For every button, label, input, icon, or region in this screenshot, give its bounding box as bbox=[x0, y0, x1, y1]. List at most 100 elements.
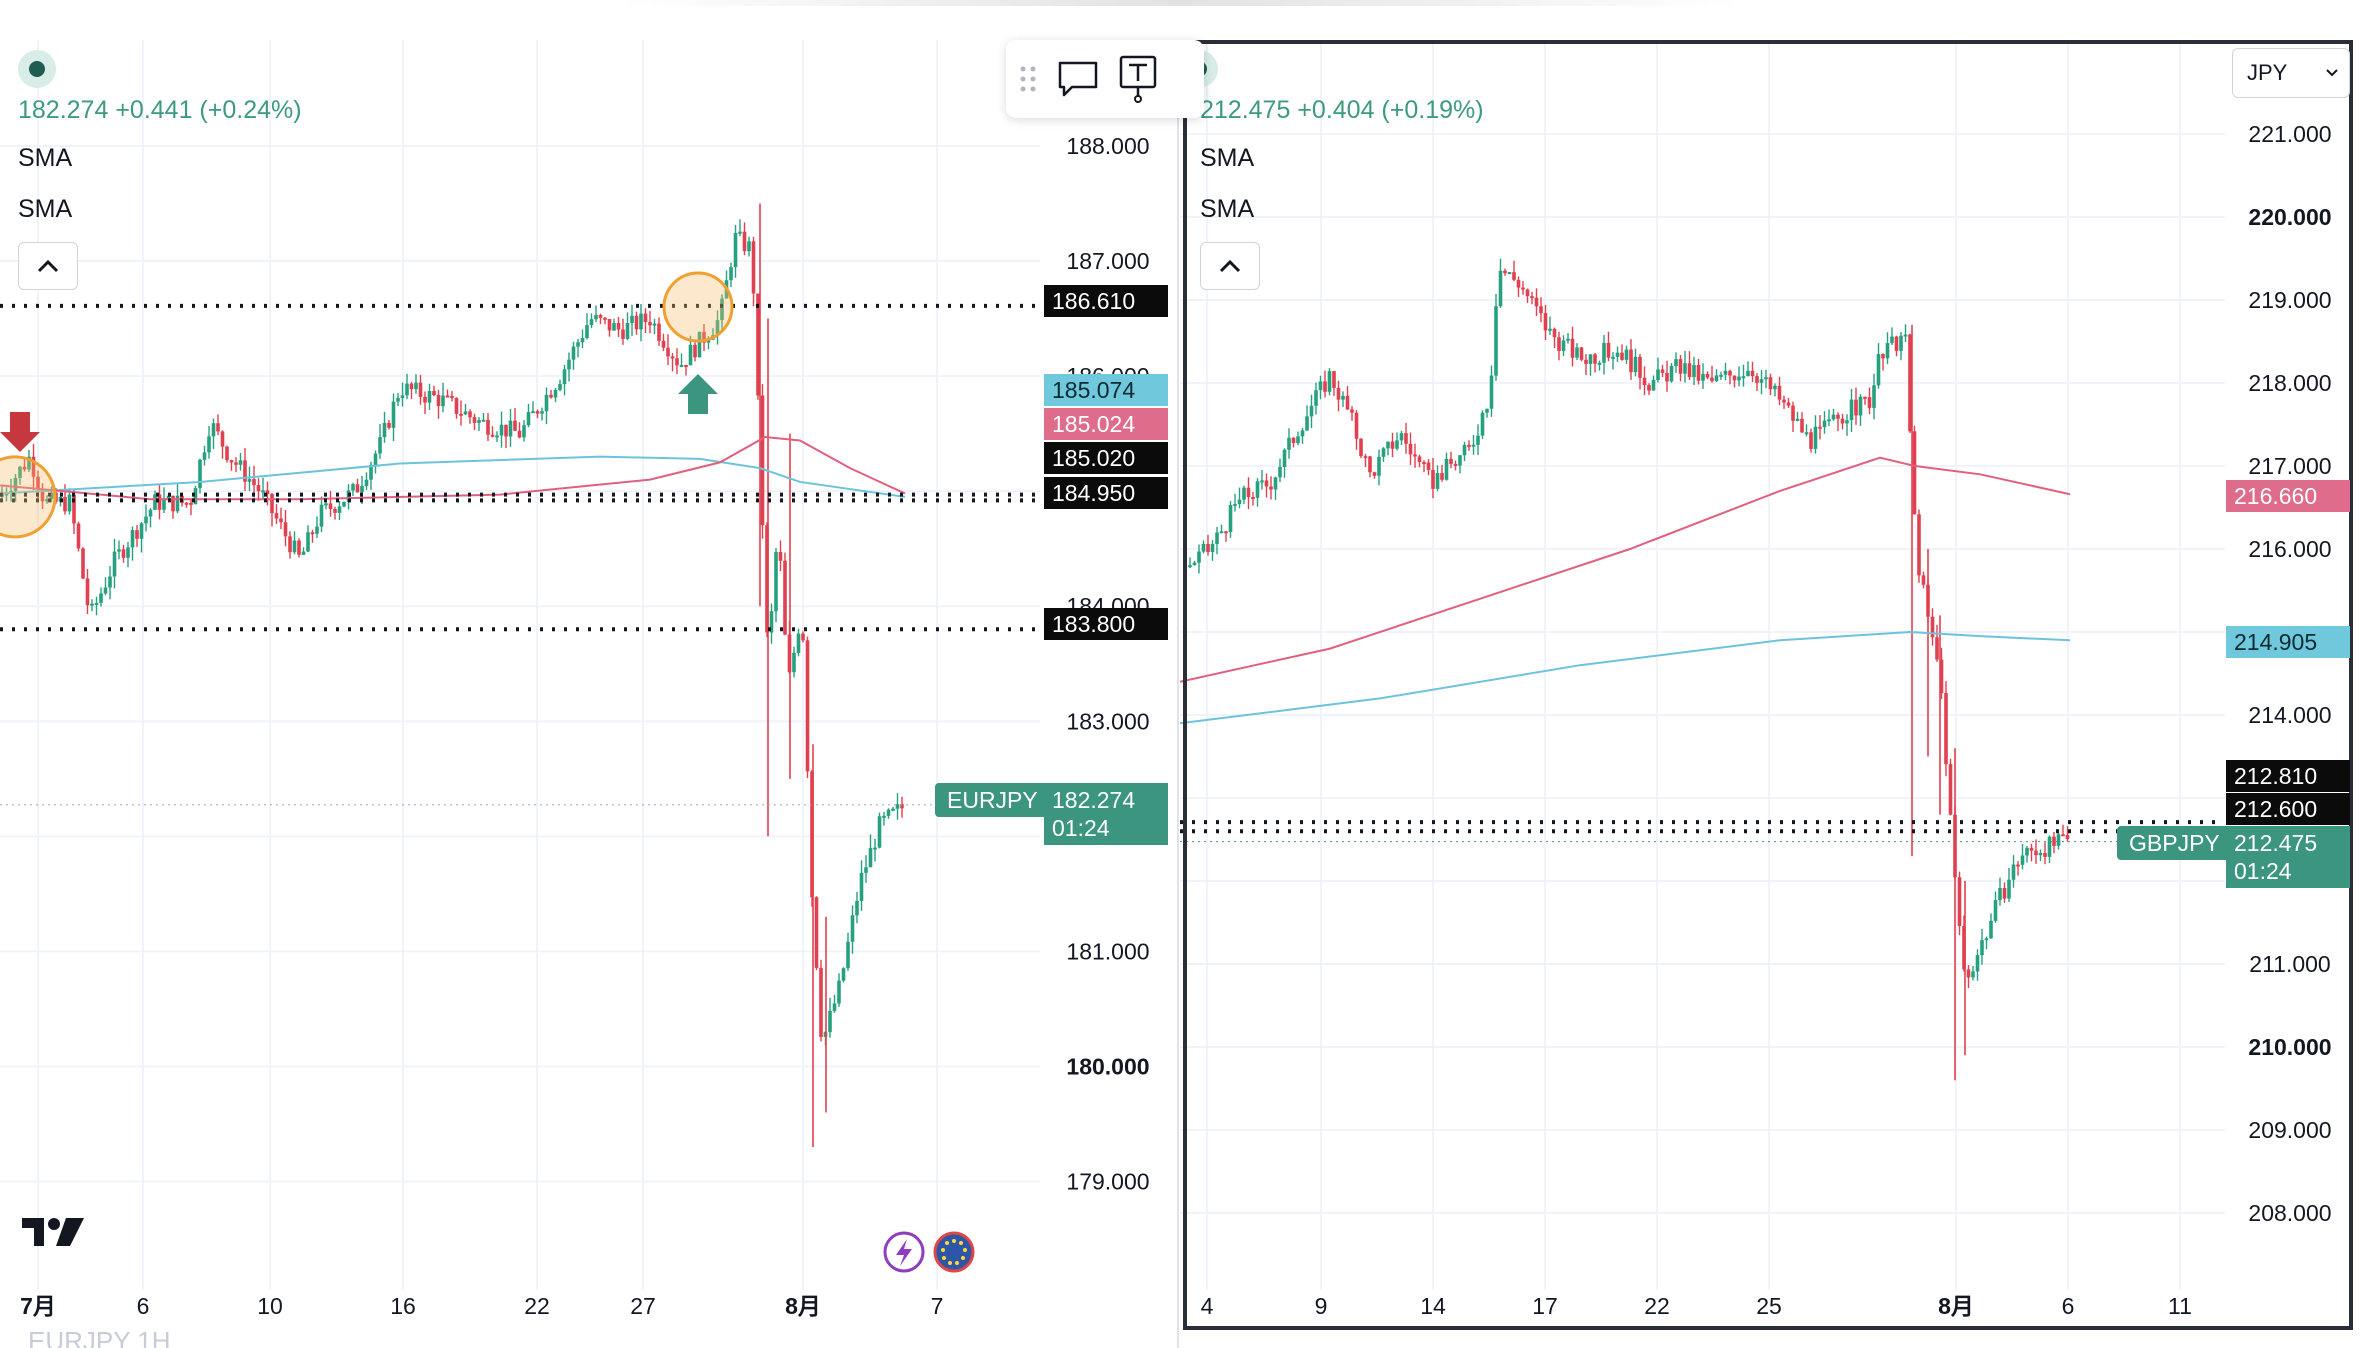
x-tick-label: 25 bbox=[1756, 1293, 1782, 1319]
candle bbox=[657, 317, 661, 347]
y-tick-label: 210.000 bbox=[2248, 1034, 2331, 1060]
candle bbox=[400, 382, 405, 407]
lightning-icon[interactable] bbox=[882, 1230, 926, 1274]
collapse-indicators-button[interactable] bbox=[18, 242, 78, 290]
sma-slow-line[interactable] bbox=[1180, 630, 2071, 725]
candle bbox=[1314, 382, 1318, 415]
candle bbox=[1728, 369, 1732, 385]
sma-indicator-label-2[interactable]: SMA bbox=[1200, 195, 1255, 223]
candle bbox=[117, 540, 121, 560]
price-level-tag[interactable]: 185.024 bbox=[1044, 408, 1168, 440]
candle bbox=[1795, 411, 1800, 422]
sma-fast-line[interactable] bbox=[1180, 456, 2071, 683]
buy-arrow-icon[interactable] bbox=[678, 374, 718, 414]
highlight-circle-marker[interactable] bbox=[662, 271, 734, 343]
candle bbox=[679, 353, 684, 367]
window-drag-bar[interactable] bbox=[620, 0, 1740, 6]
price-level-tag[interactable]: 185.020 bbox=[1044, 442, 1168, 474]
sell-arrow-icon[interactable] bbox=[0, 412, 40, 452]
x-tick-label: 11 bbox=[2168, 1293, 2192, 1319]
price-level-tag[interactable]: 216.660 bbox=[2226, 480, 2350, 512]
candle bbox=[1975, 949, 1980, 981]
text-tool-icon[interactable] bbox=[1118, 54, 1158, 104]
candle bbox=[531, 401, 535, 414]
grid bbox=[1180, 40, 2225, 1290]
candle bbox=[693, 342, 697, 362]
x-tick-label: 27 bbox=[630, 1293, 656, 1319]
candle bbox=[450, 391, 454, 402]
candles bbox=[0, 203, 904, 1148]
sma-indicator-label-1[interactable]: SMA bbox=[1200, 144, 1255, 172]
candle bbox=[1237, 487, 1242, 509]
candle bbox=[1350, 406, 1354, 421]
candle bbox=[189, 498, 193, 516]
candle bbox=[1435, 465, 1440, 492]
candle bbox=[1881, 353, 1885, 371]
x-axis[interactable]: 7月 6 10 16 22 27 8月 7 bbox=[20, 1293, 943, 1319]
sma-indicator-label-1[interactable]: SMA bbox=[18, 144, 73, 172]
comment-icon[interactable] bbox=[1056, 59, 1100, 99]
series-status-icon[interactable] bbox=[18, 50, 56, 88]
candle bbox=[1561, 335, 1566, 356]
price-level-tag[interactable]: 212.600 bbox=[2226, 793, 2350, 825]
candle bbox=[882, 812, 886, 826]
price-level-tag[interactable]: 185.074 bbox=[1044, 374, 1168, 406]
drag-handle-icon[interactable] bbox=[1018, 64, 1038, 94]
price-level-tag[interactable]: 183.800 bbox=[1044, 608, 1168, 640]
candle bbox=[202, 445, 207, 466]
sma-indicator-label-2[interactable]: SMA bbox=[18, 195, 73, 223]
candle bbox=[207, 425, 211, 459]
candle bbox=[1336, 380, 1341, 412]
x-axis[interactable]: 4 9 14 17 22 25 8月 6 11 bbox=[1201, 1293, 2192, 1319]
y-axis[interactable]: 221.000 220.000 219.000 218.000 217.000 216.0… bbox=[2248, 121, 2331, 1226]
price-level-tag[interactable]: 212.810 bbox=[2226, 760, 2350, 792]
candle bbox=[819, 959, 823, 1042]
candle bbox=[715, 310, 720, 345]
candle bbox=[837, 973, 841, 1007]
gbpjpy-chart-canvas[interactable]: 221.000 220.000 219.000 218.000 217.000 216.0… bbox=[1180, 0, 2360, 1348]
candle bbox=[319, 496, 324, 533]
eurjpy-chart-pane[interactable]: 188.000187.000186.000184.000183.000181.0… bbox=[0, 0, 1180, 1348]
candle bbox=[1705, 371, 1710, 380]
candle bbox=[2038, 849, 2043, 861]
candle bbox=[1602, 335, 1606, 375]
candle bbox=[1584, 354, 1588, 376]
x-tick-label: 6 bbox=[2062, 1293, 2075, 1319]
collapse-indicators-button[interactable] bbox=[1200, 242, 1260, 290]
candle bbox=[1678, 355, 1683, 382]
candle bbox=[684, 364, 688, 376]
candle bbox=[1998, 877, 2002, 906]
candle bbox=[1746, 361, 1750, 377]
chevron-down-icon bbox=[2326, 69, 2338, 77]
candle bbox=[612, 318, 616, 331]
candle bbox=[414, 374, 418, 394]
sma-fast-line[interactable] bbox=[0, 436, 906, 501]
candle bbox=[1557, 331, 1561, 361]
candle bbox=[184, 501, 189, 508]
sma-slow-line[interactable] bbox=[0, 455, 906, 498]
candle bbox=[1966, 965, 1971, 989]
drawing-toolbar[interactable] bbox=[1006, 40, 1204, 118]
candle bbox=[796, 628, 801, 657]
tradingview-logo-icon[interactable] bbox=[22, 1218, 86, 1248]
price-level-tag[interactable]: 214.905 bbox=[2226, 626, 2350, 658]
y-tick-label: 219.000 bbox=[2248, 287, 2331, 313]
candle bbox=[1876, 343, 1881, 389]
last-price-tag: 182.274 01:24 bbox=[1044, 783, 1168, 845]
candle bbox=[1206, 534, 1210, 556]
candle bbox=[1993, 891, 1998, 923]
bar-countdown: 01:24 bbox=[1052, 815, 1110, 841]
candle bbox=[211, 418, 216, 450]
candle bbox=[652, 318, 657, 335]
price-level-tag[interactable]: 184.950 bbox=[1044, 477, 1168, 509]
candle bbox=[1300, 427, 1305, 444]
eurjpy-chart-canvas[interactable]: 188.000187.000186.000184.000183.000181.0… bbox=[0, 0, 1180, 1348]
price-level-tag[interactable]: 186.610 bbox=[1044, 285, 1168, 317]
currency-select[interactable]: JPY bbox=[2232, 48, 2350, 98]
gbpjpy-chart-pane[interactable]: 221.000 220.000 219.000 218.000 217.000 216.0… bbox=[1180, 0, 2360, 1348]
eu-flag-icon[interactable] bbox=[932, 1230, 976, 1274]
candle bbox=[1219, 524, 1224, 534]
highlight-circle-marker[interactable] bbox=[0, 455, 57, 539]
candle bbox=[585, 313, 589, 340]
y-tick-label: 209.000 bbox=[2248, 1117, 2331, 1143]
